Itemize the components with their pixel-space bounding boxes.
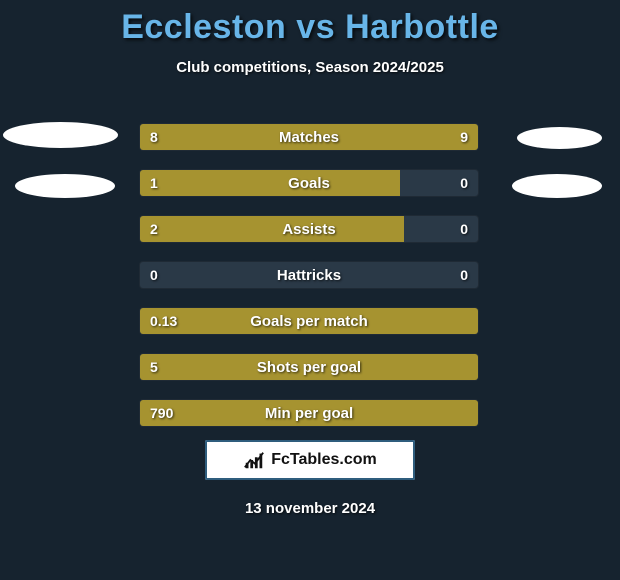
subtitle: Club competitions, Season 2024/2025 <box>0 59 620 76</box>
player2-marker-2 <box>512 174 602 198</box>
stat-label: Goals <box>140 170 478 196</box>
player1-marker-1 <box>3 122 118 148</box>
stat-row: 20Assists <box>139 215 479 243</box>
stat-label: Matches <box>140 124 478 150</box>
stat-row: 10Goals <box>139 169 479 197</box>
vs-separator: vs <box>296 8 335 46</box>
player1-marker-2 <box>15 174 115 198</box>
player2-name: Harbottle <box>345 8 499 46</box>
chart-icon <box>243 449 265 471</box>
player1-name: Eccleston <box>121 8 286 46</box>
date-text: 13 november 2024 <box>0 500 620 517</box>
brand-text: FcTables.com <box>271 451 377 469</box>
stat-row: 00Hattricks <box>139 261 479 289</box>
stat-label: Goals per match <box>140 308 478 334</box>
player2-marker-1 <box>517 127 602 149</box>
stat-row: 89Matches <box>139 123 479 151</box>
page-title: Eccleston vs Harbottle <box>0 0 620 47</box>
stat-label: Shots per goal <box>140 354 478 380</box>
stat-label: Hattricks <box>140 262 478 288</box>
stat-row: 790Min per goal <box>139 399 479 427</box>
stat-label: Assists <box>140 216 478 242</box>
stat-label: Min per goal <box>140 400 478 426</box>
stats-bars: 89Matches 10Goals 20Assists 00Hattricks 0.13… <box>139 123 479 445</box>
stat-row: 5Shots per goal <box>139 353 479 381</box>
stat-row: 0.13Goals per match <box>139 307 479 335</box>
brand-logo-box: FcTables.com <box>205 440 415 480</box>
